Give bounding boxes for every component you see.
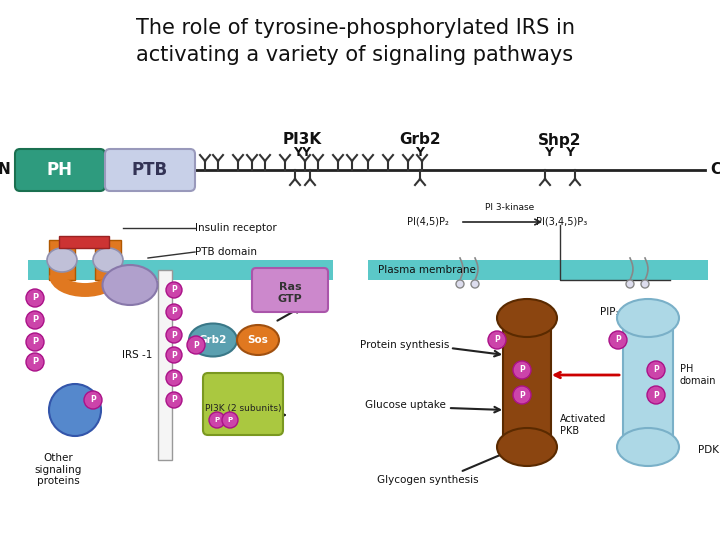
- Text: P: P: [228, 417, 233, 423]
- Circle shape: [222, 412, 238, 428]
- Text: Other
signaling
proteins: Other signaling proteins: [35, 453, 81, 486]
- Text: PI 3-kinase: PI 3-kinase: [485, 204, 535, 213]
- Bar: [158, 270, 172, 460]
- Text: Glucose uptake: Glucose uptake: [364, 400, 446, 410]
- Ellipse shape: [189, 323, 237, 356]
- Circle shape: [84, 391, 102, 409]
- Text: P: P: [32, 357, 38, 367]
- Text: N: N: [0, 163, 10, 178]
- Circle shape: [626, 280, 634, 288]
- Circle shape: [166, 370, 182, 386]
- Text: PI3K: PI3K: [282, 132, 322, 147]
- Bar: [28, 260, 333, 280]
- Bar: [59, 236, 109, 248]
- Text: Plasma membrane: Plasma membrane: [378, 265, 476, 275]
- Text: P: P: [171, 307, 177, 316]
- Ellipse shape: [497, 428, 557, 466]
- Text: C: C: [710, 163, 720, 178]
- Ellipse shape: [47, 248, 77, 272]
- Text: P: P: [171, 350, 177, 360]
- Circle shape: [166, 282, 182, 298]
- Text: YY: YY: [293, 145, 311, 159]
- FancyBboxPatch shape: [105, 149, 195, 191]
- Text: PH: PH: [47, 161, 73, 179]
- Text: P: P: [32, 315, 38, 325]
- Text: PDK1: PDK1: [698, 445, 720, 455]
- Text: Protein synthesis: Protein synthesis: [360, 340, 450, 350]
- Circle shape: [471, 280, 479, 288]
- Circle shape: [209, 412, 225, 428]
- Circle shape: [26, 333, 44, 351]
- Circle shape: [647, 386, 665, 404]
- Text: activating a variety of signaling pathways: activating a variety of signaling pathwa…: [136, 45, 574, 65]
- Text: PI(4,5)P₂: PI(4,5)P₂: [407, 217, 449, 227]
- Ellipse shape: [93, 248, 123, 272]
- Text: Insulin receptor: Insulin receptor: [195, 223, 276, 233]
- Text: P: P: [215, 417, 220, 423]
- Text: P: P: [171, 286, 177, 294]
- FancyBboxPatch shape: [203, 373, 283, 435]
- Ellipse shape: [237, 325, 279, 355]
- Circle shape: [166, 304, 182, 320]
- Text: Glycogen synthesis: Glycogen synthesis: [377, 475, 479, 485]
- Text: P: P: [615, 335, 621, 345]
- Ellipse shape: [617, 299, 679, 337]
- Circle shape: [187, 336, 205, 354]
- Bar: [49, 240, 75, 280]
- Circle shape: [641, 280, 649, 288]
- Text: P: P: [90, 395, 96, 404]
- Circle shape: [609, 331, 627, 349]
- Circle shape: [647, 361, 665, 379]
- Circle shape: [513, 361, 531, 379]
- Text: PI3K (2 subunits): PI3K (2 subunits): [204, 403, 282, 413]
- Text: P: P: [494, 335, 500, 345]
- Text: P: P: [653, 366, 659, 375]
- FancyBboxPatch shape: [252, 268, 328, 312]
- Ellipse shape: [617, 428, 679, 466]
- Text: IRS -1: IRS -1: [122, 350, 152, 360]
- Circle shape: [513, 386, 531, 404]
- Text: P: P: [171, 395, 177, 404]
- Text: Activated
PKB: Activated PKB: [560, 414, 606, 436]
- Text: Grb2: Grb2: [199, 335, 228, 345]
- Circle shape: [488, 331, 506, 349]
- Text: PTB: PTB: [132, 161, 168, 179]
- Circle shape: [166, 347, 182, 363]
- Text: Grb2: Grb2: [399, 132, 441, 147]
- Text: The role of tyrosine-phosphorylated IRS in: The role of tyrosine-phosphorylated IRS …: [135, 18, 575, 38]
- FancyBboxPatch shape: [503, 320, 551, 445]
- Text: P: P: [32, 338, 38, 347]
- Text: Sos: Sos: [248, 335, 269, 345]
- Circle shape: [49, 384, 101, 436]
- Text: P: P: [653, 390, 659, 400]
- Bar: [368, 260, 708, 280]
- Circle shape: [26, 353, 44, 371]
- Ellipse shape: [497, 299, 557, 337]
- Ellipse shape: [102, 265, 158, 305]
- Text: P: P: [519, 390, 525, 400]
- Text: Ras
GTP: Ras GTP: [278, 282, 302, 304]
- Circle shape: [456, 280, 464, 288]
- Text: Shp2: Shp2: [539, 132, 582, 147]
- Bar: [95, 240, 121, 280]
- Text: PH
domain: PH domain: [680, 364, 716, 386]
- FancyBboxPatch shape: [15, 149, 105, 191]
- Text: Y: Y: [415, 145, 425, 159]
- Text: P: P: [32, 294, 38, 302]
- Circle shape: [166, 327, 182, 343]
- Circle shape: [166, 392, 182, 408]
- Circle shape: [26, 311, 44, 329]
- Text: Y   Y: Y Y: [544, 145, 575, 159]
- Text: P: P: [171, 330, 177, 340]
- Text: PIP₃: PIP₃: [600, 307, 620, 317]
- Text: PTB domain: PTB domain: [195, 247, 257, 257]
- FancyBboxPatch shape: [623, 320, 673, 445]
- Text: PI(3,4,5)P₃: PI(3,4,5)P₃: [536, 217, 588, 227]
- Text: P: P: [519, 366, 525, 375]
- Text: P: P: [171, 374, 177, 382]
- Text: P: P: [193, 341, 199, 349]
- Circle shape: [26, 289, 44, 307]
